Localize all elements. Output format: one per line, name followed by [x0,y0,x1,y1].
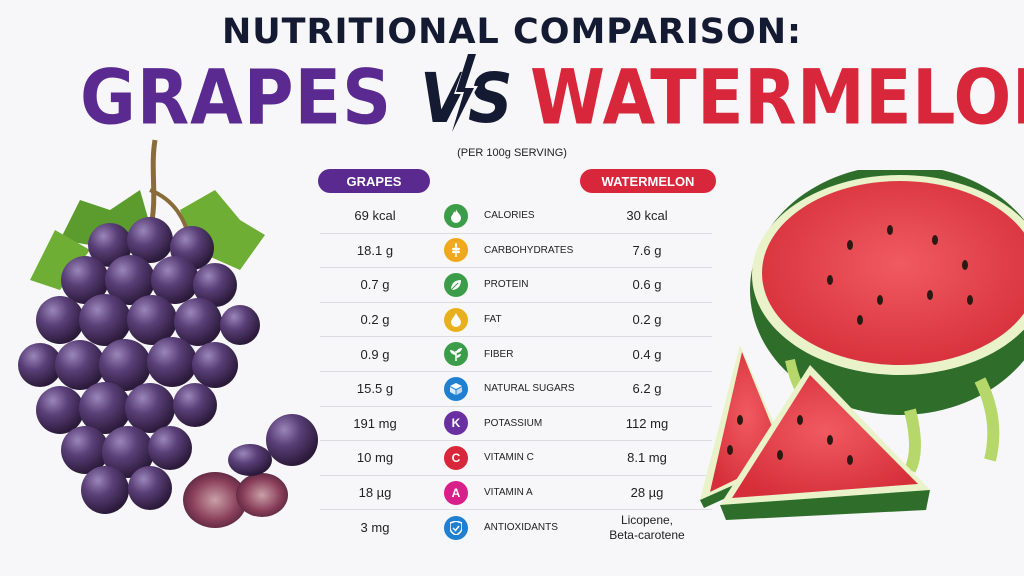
watermelon-value-line: Beta-carotene [609,527,685,542]
cube-icon [444,376,468,401]
grapes-value: 0.2 g [360,312,390,328]
leaf-icon [444,272,468,297]
table-row: 18 µg A VITAMIN A 28 µg [320,476,712,511]
table-row: 191 mg K POTASSIUM 112 mg [320,407,712,442]
grapes-value: 3 mg [360,520,390,536]
watermelon-value: 112 mg [625,415,669,431]
nutrient-label: VITAMIN C [484,452,534,464]
table-row: 0.2 g FAT 0.2 g [320,303,712,338]
watermelon-value: 0.4 g [632,346,662,362]
table-row: 0.9 g FIBER 0.4 g [320,337,712,372]
table-row: 3 mg ANTIOXIDANTS Licopene, Beta-caroten… [320,510,712,545]
grapes-heading: GRAPES [80,54,393,143]
table-row: 0.7 g PROTEIN 0.6 g [320,268,712,303]
grapes-image [18,139,318,528]
watermelon-value: 6.2 g [632,381,662,397]
versus-heading: GRAPES VS WATERMELON [0,50,1024,142]
wheat-icon [444,238,468,263]
nutrient-label: POTASSIUM [484,417,543,429]
grapes-value: 15.5 g [356,381,394,397]
nutrient-label: CARBOHYDRATES [484,244,574,256]
drop-icon [444,307,468,332]
flame-icon [444,203,468,228]
watermelon-value: Licopene, Beta-carotene [582,510,712,545]
comparison-table: 69 kcal CALORIES 30 kcal 18.1 g CARBOHYD… [320,199,712,545]
grapes-value: 18 µg [358,485,392,501]
plant-icon [444,342,468,367]
watermelon-value-line: Licopene, [620,512,674,527]
nutrient-label: NATURAL SUGARS [484,383,575,395]
vitamin-c-icon: C [444,445,468,470]
watermelon-column-header: WATERMELON [580,169,716,193]
table-row: 10 mg C VITAMIN C 8.1 mg [320,441,712,476]
table-row: 69 kcal CALORIES 30 kcal [320,199,712,234]
lightning-bolt-icon [448,50,480,138]
potassium-k-icon: K [444,411,468,436]
watermelon-image [700,170,1024,520]
watermelon-heading: WATERMELON [530,54,1024,143]
watermelon-value: 0.6 g [632,277,662,293]
watermelon-value: 8.1 mg [627,450,667,466]
grapes-column-header: GRAPES [318,169,430,193]
table-row: 18.1 g CARBOHYDRATES 7.6 g [320,234,712,269]
shield-icon [444,515,468,540]
watermelon-value: 7.6 g [632,242,662,258]
nutrient-label: FIBER [484,348,514,360]
grapes-value: 0.9 g [360,346,390,362]
watermelon-value: 28 µg [630,485,664,501]
page-title: NUTRITIONAL COMPARISON: [221,12,803,52]
grapes-value: 191 mg [353,415,397,431]
grapes-value: 10 mg [356,450,394,466]
grapes-value: 0.7 g [360,277,390,293]
grapes-value: 18.1 g [356,242,394,258]
nutrient-label: PROTEIN [484,279,529,291]
nutrient-label: VITAMIN A [484,487,533,499]
nutrient-label: CALORIES [484,210,535,222]
watermelon-value: 30 kcal [626,208,668,224]
nutrient-label: ANTIOXIDANTS [484,522,558,534]
watermelon-value: 0.2 g [632,312,662,328]
serving-note: (PER 100g SERVING) [457,147,567,159]
table-row: 15.5 g NATURAL SUGARS 6.2 g [320,372,712,407]
grapes-value: 69 kcal [354,208,396,224]
nutrient-label: FAT [484,314,502,326]
vitamin-a-icon: A [444,480,468,505]
